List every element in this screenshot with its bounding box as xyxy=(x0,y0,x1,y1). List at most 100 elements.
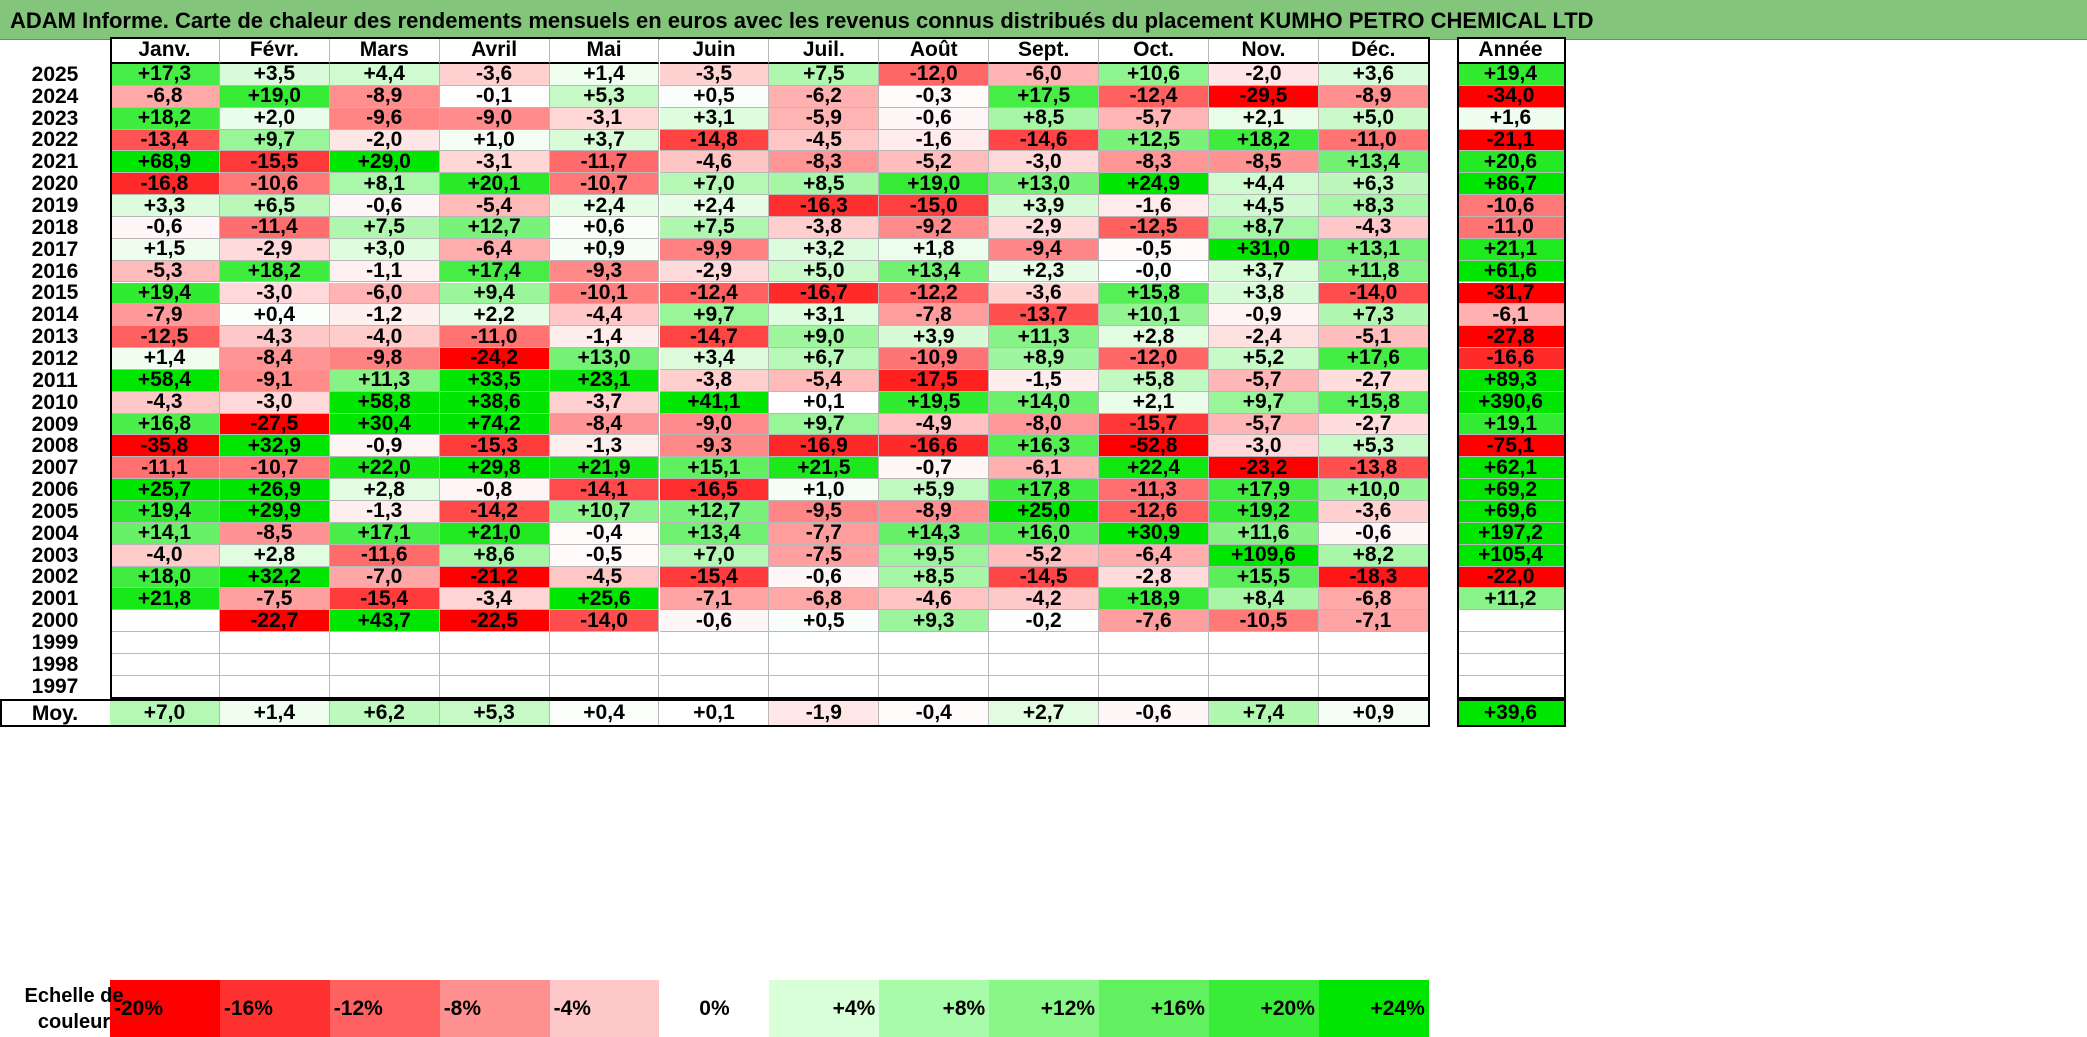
heatmap-cell: +5,0 xyxy=(1318,106,1429,130)
heatmap-cell: -3,7 xyxy=(549,390,660,414)
heatmap-cell: -0,1 xyxy=(439,84,550,108)
heatmap-cell: +13,4 xyxy=(659,521,770,545)
heatmap-cell: +25,6 xyxy=(549,587,660,611)
heatmap-cell: +18,9 xyxy=(1099,587,1209,611)
report-title-bar: ADAM Informe. Carte de chaleur des rende… xyxy=(0,0,2087,40)
heatmap-cell: +109,6 xyxy=(1209,543,1319,567)
heatmap-cell: -11,6 xyxy=(329,543,440,567)
heatmap-cell: +5,9 xyxy=(879,478,990,501)
heatmap-cell xyxy=(110,675,220,698)
heatmap-cell: +11,6 xyxy=(1209,521,1319,545)
heatmap-cell: +23,1 xyxy=(549,368,660,392)
heatmap-cell: +7,5 xyxy=(329,215,440,239)
heatmap-cell: +0,4 xyxy=(219,303,330,327)
heatmap-cell: -52,8 xyxy=(1099,434,1209,458)
heatmap-cell: -0,5 xyxy=(549,543,660,567)
heatmap-cell: -15,4 xyxy=(659,565,770,589)
heatmap-cell: +13,4 xyxy=(1318,150,1429,174)
color-scale-step: +20% xyxy=(1209,980,1319,1037)
heatmap-cell: -11,4 xyxy=(219,215,330,239)
year-label: 1997 xyxy=(31,674,79,698)
heatmap-cell: +6,5 xyxy=(219,194,330,217)
heatmap-cell: +3,8 xyxy=(1209,281,1319,305)
heatmap-cell: +14,0 xyxy=(989,390,1100,414)
heatmap-cell: -14,1 xyxy=(549,478,660,501)
heatmap-cell: -5,4 xyxy=(769,368,880,392)
heatmap-cell: +19,0 xyxy=(219,84,330,108)
heatmap-cell: -16,6 xyxy=(879,434,990,458)
heatmap-cell: +21,5 xyxy=(769,456,880,480)
heatmap-cell: -0,6 xyxy=(879,106,990,130)
heatmap-cell: +3,4 xyxy=(659,346,770,370)
heatmap-cell: +25,0 xyxy=(989,499,1100,523)
heatmap-cell: -12,4 xyxy=(1099,84,1209,108)
heatmap-cell xyxy=(110,653,220,676)
heatmap-cell: -3,5 xyxy=(659,62,770,86)
heatmap-cell: -11,3 xyxy=(1099,478,1209,501)
average-cell: -1,9 xyxy=(769,701,880,726)
heatmap-cell: +21,8 xyxy=(110,587,220,611)
heatmap-cell: -7,9 xyxy=(110,303,220,327)
heatmap-cell: -0,5 xyxy=(1099,237,1209,261)
heatmap-cell xyxy=(1099,675,1209,698)
heatmap-cell: -4,6 xyxy=(879,587,990,611)
heatmap-cell: +0,1 xyxy=(769,390,880,414)
year-label: 2024 xyxy=(31,84,79,108)
heatmap-cell xyxy=(219,653,330,676)
heatmap-cell xyxy=(1318,632,1429,654)
heatmap-cell: +5,0 xyxy=(769,259,880,283)
heatmap-cell: -8,5 xyxy=(219,521,330,545)
heatmap-cell: -0,8 xyxy=(439,478,550,501)
annual-cell: +19,1 xyxy=(1457,412,1565,436)
average-cell: -0,4 xyxy=(879,701,990,726)
heatmap-cell xyxy=(659,653,770,676)
heatmap-cell: -18,3 xyxy=(1318,565,1429,589)
annual-cell: +86,7 xyxy=(1457,172,1565,196)
month-header: Sept. xyxy=(989,37,1100,64)
heatmap-cell: -3,4 xyxy=(439,587,550,611)
year-label: 2017 xyxy=(31,237,79,261)
heatmap-cell: +3,3 xyxy=(110,194,220,217)
heatmap-cell: +16,3 xyxy=(989,434,1100,458)
heatmap-cell: -7,6 xyxy=(1099,609,1209,633)
month-header: Avril xyxy=(439,37,550,64)
heatmap-cell: -16,3 xyxy=(769,194,880,217)
heatmap-cell: -13,7 xyxy=(989,303,1100,327)
heatmap-cell: -9,5 xyxy=(769,499,880,523)
heatmap-cell xyxy=(879,632,990,654)
heatmap-cell: +8,3 xyxy=(1318,194,1429,217)
heatmap-cell: +33,5 xyxy=(439,368,550,392)
heatmap-cell: -2,4 xyxy=(1209,325,1319,349)
color-scale-step: +24% xyxy=(1318,980,1429,1037)
heatmap-cell: +5,3 xyxy=(1318,434,1429,458)
heatmap-cell: +17,4 xyxy=(439,259,550,283)
heatmap-cell: -9,3 xyxy=(549,259,660,283)
heatmap-cell: -3,1 xyxy=(549,106,660,130)
heatmap-cell: +8,9 xyxy=(989,346,1100,370)
average-cell: +6,2 xyxy=(329,701,440,726)
heatmap-cell: -2,9 xyxy=(989,215,1100,239)
heatmap-cell: +29,0 xyxy=(329,150,440,174)
heatmap-cell: -7,7 xyxy=(769,521,880,545)
heatmap-cell: +9,4 xyxy=(439,281,550,305)
heatmap-cell: -2,9 xyxy=(219,237,330,261)
heatmap-cell: +8,5 xyxy=(769,172,880,196)
heatmap-cell: -0,6 xyxy=(769,565,880,589)
color-scale-step: -4% xyxy=(549,980,660,1037)
heatmap-cell: -0,4 xyxy=(549,521,660,545)
year-label: 2010 xyxy=(31,390,79,414)
heatmap-cell: -3,0 xyxy=(989,150,1100,174)
average-cell: +2,7 xyxy=(989,701,1100,726)
heatmap-cell: +14,3 xyxy=(879,521,990,545)
heatmap-cell: -24,2 xyxy=(439,346,550,370)
heatmap-cell: +5,2 xyxy=(1209,346,1319,370)
annual-cell: +21,1 xyxy=(1457,237,1565,261)
annual-cell: -16,6 xyxy=(1457,346,1565,370)
heatmap-cell xyxy=(1318,675,1429,698)
annual-cell: -27,8 xyxy=(1457,325,1565,349)
heatmap-cell xyxy=(549,632,660,654)
heatmap-cell: -29,5 xyxy=(1209,84,1319,108)
heatmap-cell xyxy=(439,632,550,654)
heatmap-cell: +22,0 xyxy=(329,456,440,480)
color-scale-step: +12% xyxy=(989,980,1100,1037)
